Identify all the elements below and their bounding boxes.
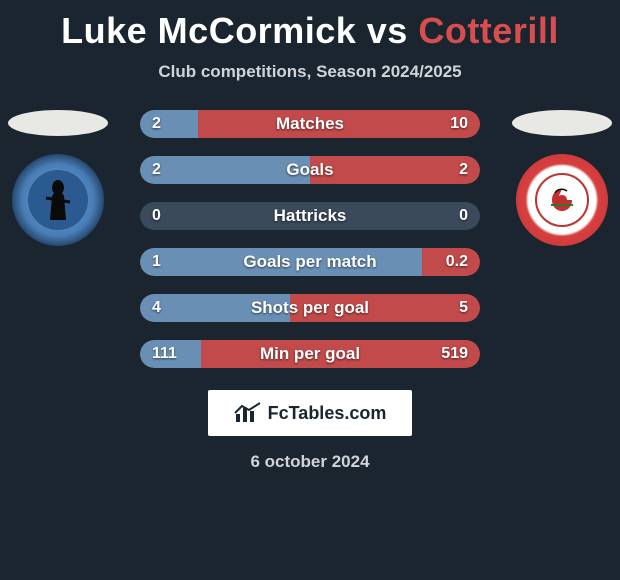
player2-avatar-placeholder <box>512 110 612 136</box>
player2-column <box>508 110 616 246</box>
stat-row: Hattricks0 0 <box>140 202 480 230</box>
stat-label: Matches <box>140 114 480 134</box>
stat-row: Goals per match1 0.2 <box>140 248 480 276</box>
stat-label: Shots per goal <box>140 298 480 318</box>
stat-value-right: 5 <box>447 294 480 322</box>
chart-icon <box>234 402 262 424</box>
stat-value-right: 519 <box>429 340 480 368</box>
robin-icon <box>545 183 579 217</box>
player2-name: Cotterill <box>418 10 559 51</box>
stat-value-right: 10 <box>438 110 480 138</box>
stat-value-left: 2 <box>140 156 173 184</box>
stat-row: Goals2 2 <box>140 156 480 184</box>
date-label: 6 october 2024 <box>0 452 620 472</box>
stat-value-right: 0 <box>447 202 480 230</box>
stat-row: Matches2 10 <box>140 110 480 138</box>
player2-club-badge <box>516 154 608 246</box>
player1-name: Luke McCormick <box>61 10 356 51</box>
pirate-icon <box>38 176 78 224</box>
player1-column <box>4 110 112 246</box>
stat-value-right: 2 <box>447 156 480 184</box>
stat-label: Hattricks <box>140 206 480 226</box>
content-area: Matches210Goals22Hattricks00Goals per ma… <box>0 110 620 368</box>
source-badge: FcTables.com <box>208 390 412 436</box>
player1-avatar-placeholder <box>8 110 108 136</box>
stat-value-left: 111 <box>140 340 189 368</box>
player1-club-badge <box>12 154 104 246</box>
stat-label: Goals per match <box>140 252 480 272</box>
source-label: FcTables.com <box>268 403 387 424</box>
subtitle: Club competitions, Season 2024/2025 <box>0 62 620 82</box>
stat-value-left: 1 <box>140 248 173 276</box>
stat-value-left: 2 <box>140 110 173 138</box>
stats-bars: Matches210Goals22Hattricks00Goals per ma… <box>140 110 480 368</box>
stat-value-left: 0 <box>140 202 173 230</box>
stat-value-left: 4 <box>140 294 173 322</box>
stat-label: Goals <box>140 160 480 180</box>
stat-row: Shots per goal4 5 <box>140 294 480 322</box>
vs-label: vs <box>367 10 408 51</box>
stat-row: Min per goal111519 <box>140 340 480 368</box>
page-title: Luke McCormick vs Cotterill <box>0 0 620 52</box>
stat-value-right: 0.2 <box>434 248 480 276</box>
